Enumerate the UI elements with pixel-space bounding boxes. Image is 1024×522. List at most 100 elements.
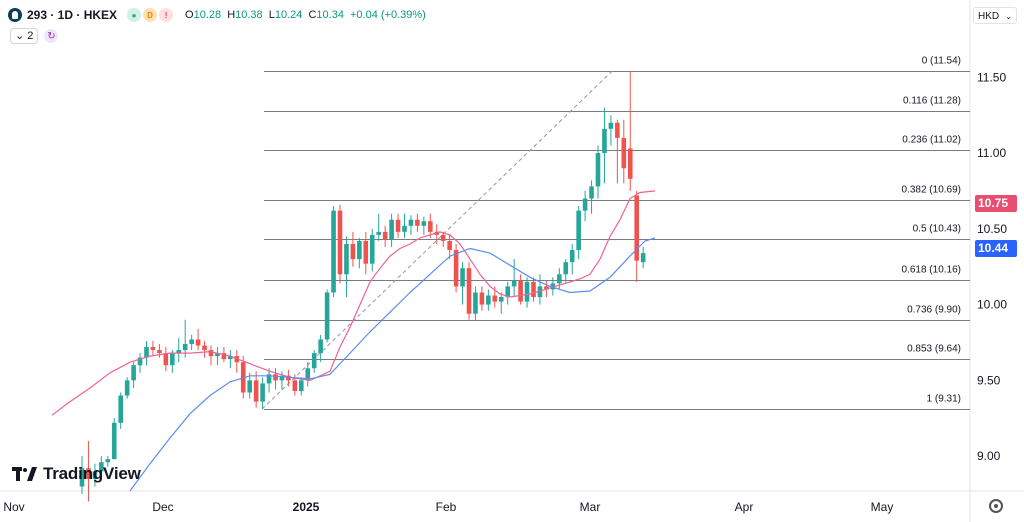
candle-body bbox=[344, 243, 349, 275]
fib-level-label: 0.736 (9.90) bbox=[907, 305, 961, 316]
candle-body bbox=[195, 339, 201, 346]
candle-body bbox=[511, 280, 517, 287]
candle-body bbox=[266, 374, 272, 384]
fib-level-label: 1 (9.31) bbox=[927, 394, 961, 405]
candle-body bbox=[382, 231, 388, 240]
fib-level-label: 0.236 (11.02) bbox=[902, 135, 961, 146]
candle-body bbox=[208, 350, 214, 357]
candle-body bbox=[505, 286, 510, 298]
alert-badge[interactable]: ! bbox=[159, 8, 174, 22]
delay-badge[interactable]: D bbox=[143, 8, 158, 22]
price-axis-tick: 9.50 bbox=[977, 373, 1001, 387]
axes: 9.00 9.50 10.00 10.50 11.00 11.50 Nov Dec 2025 Fe… bbox=[3, 70, 1007, 514]
time-axis-tick: Apr bbox=[735, 500, 754, 514]
chart-legend: 293 · 1D · HKEX ● D ! O10.28 H10.38 L10.… bbox=[8, 6, 429, 24]
candle-body bbox=[202, 345, 207, 351]
candle-body bbox=[228, 356, 233, 360]
candle-body bbox=[182, 344, 188, 351]
candle-body bbox=[124, 380, 130, 396]
candle-body bbox=[105, 459, 111, 463]
candle-body bbox=[621, 137, 627, 169]
candle-body bbox=[389, 219, 394, 240]
candle-body bbox=[421, 221, 427, 226]
candle-body bbox=[279, 375, 285, 381]
candle-body bbox=[415, 219, 420, 226]
time-axis-tick: Mar bbox=[580, 500, 601, 514]
candle-body bbox=[273, 374, 278, 381]
change-value: +0.04 (+0.39%) bbox=[350, 9, 426, 21]
price-axis-tick: 11.50 bbox=[977, 70, 1006, 84]
candle-body bbox=[640, 253, 646, 263]
candle-body bbox=[337, 210, 343, 275]
candle-body bbox=[518, 280, 523, 302]
candle-body bbox=[544, 286, 549, 290]
sma-short-price-tag: 10.75 bbox=[975, 195, 1017, 212]
candle-body bbox=[531, 281, 536, 298]
candle-body bbox=[92, 471, 98, 479]
low-value: 10.24 bbox=[274, 9, 303, 21]
symbol-title[interactable]: 293 · 1D · HKEX bbox=[27, 8, 118, 22]
candle-body bbox=[369, 234, 375, 264]
indicators-count: 2 bbox=[27, 30, 34, 42]
fibonacci-retracement[interactable]: 0 (11.54) 0.116 (11.28) 0.236 (11.02) 0.382… bbox=[261, 56, 970, 410]
candle-body bbox=[99, 462, 104, 472]
candle-body bbox=[299, 380, 304, 391]
fib-level-label: 0 (11.54) bbox=[922, 56, 961, 67]
time-axis-tick: Nov bbox=[3, 500, 24, 514]
candle-body bbox=[524, 281, 530, 302]
candle-body bbox=[582, 198, 588, 211]
candle-body bbox=[557, 274, 562, 284]
settings-gear-icon[interactable] bbox=[989, 499, 1003, 513]
candle-body bbox=[608, 122, 614, 129]
candle-body bbox=[569, 250, 575, 263]
candle-body bbox=[408, 219, 414, 226]
chevron-down-icon: ⌄ bbox=[1005, 12, 1012, 21]
candle-body bbox=[247, 380, 252, 393]
price-axis-tick: 10.50 bbox=[977, 222, 1007, 236]
candle-body bbox=[350, 243, 356, 260]
fib-level-label: 0.116 (11.28) bbox=[903, 96, 961, 107]
candle-body bbox=[576, 210, 581, 251]
candle-body bbox=[440, 234, 446, 241]
candle-body bbox=[144, 347, 149, 358]
candle-body bbox=[486, 295, 491, 305]
sma-long-line bbox=[129, 237, 656, 492]
price-axis-tick: 10.00 bbox=[977, 298, 1007, 312]
refresh-icon[interactable]: ↻ bbox=[44, 29, 59, 43]
candle-body bbox=[595, 153, 601, 187]
ohlc-values: O10.28 H10.38 L10.24 C10.34 +0.04 (+0.39… bbox=[185, 9, 426, 21]
candle-body bbox=[634, 195, 639, 261]
indicators-toggle-button[interactable]: ⌄ 2 bbox=[10, 28, 39, 44]
candle-body bbox=[324, 292, 330, 340]
candle-body bbox=[260, 383, 265, 402]
tradingview-logo[interactable]: TradingView bbox=[12, 464, 141, 484]
currency-selector[interactable]: HKD ⌄ bbox=[973, 7, 1017, 24]
brand-text: TradingView bbox=[43, 464, 141, 483]
candle-body bbox=[215, 353, 220, 357]
candle-body bbox=[86, 468, 91, 479]
time-axis-tick: May bbox=[871, 500, 894, 514]
candle-body bbox=[473, 292, 478, 314]
candle-body bbox=[311, 353, 317, 369]
currency-label: HKD bbox=[978, 11, 1000, 22]
candle-body bbox=[305, 368, 311, 381]
candle-body bbox=[150, 347, 156, 351]
fib-level-label: 0.382 (10.69) bbox=[902, 185, 962, 196]
fib-level-label: 0.5 (10.43) bbox=[913, 224, 961, 235]
candle-body bbox=[189, 339, 194, 345]
candle-body bbox=[537, 286, 543, 298]
candle-body bbox=[563, 262, 569, 275]
candle-body bbox=[176, 350, 182, 354]
close-value: 10.34 bbox=[316, 9, 344, 21]
high-value: 10.38 bbox=[235, 9, 263, 21]
sma-long-price-tag: 10.44 bbox=[975, 240, 1017, 257]
candle-body bbox=[453, 250, 459, 287]
candle-body bbox=[292, 380, 298, 391]
chevron-down-icon: ⌄ bbox=[15, 30, 25, 42]
candle-body bbox=[627, 148, 633, 179]
time-axis-tick: Feb bbox=[436, 500, 457, 514]
candle-body bbox=[331, 210, 336, 293]
candle-body bbox=[286, 375, 291, 381]
candle-body bbox=[221, 353, 227, 360]
